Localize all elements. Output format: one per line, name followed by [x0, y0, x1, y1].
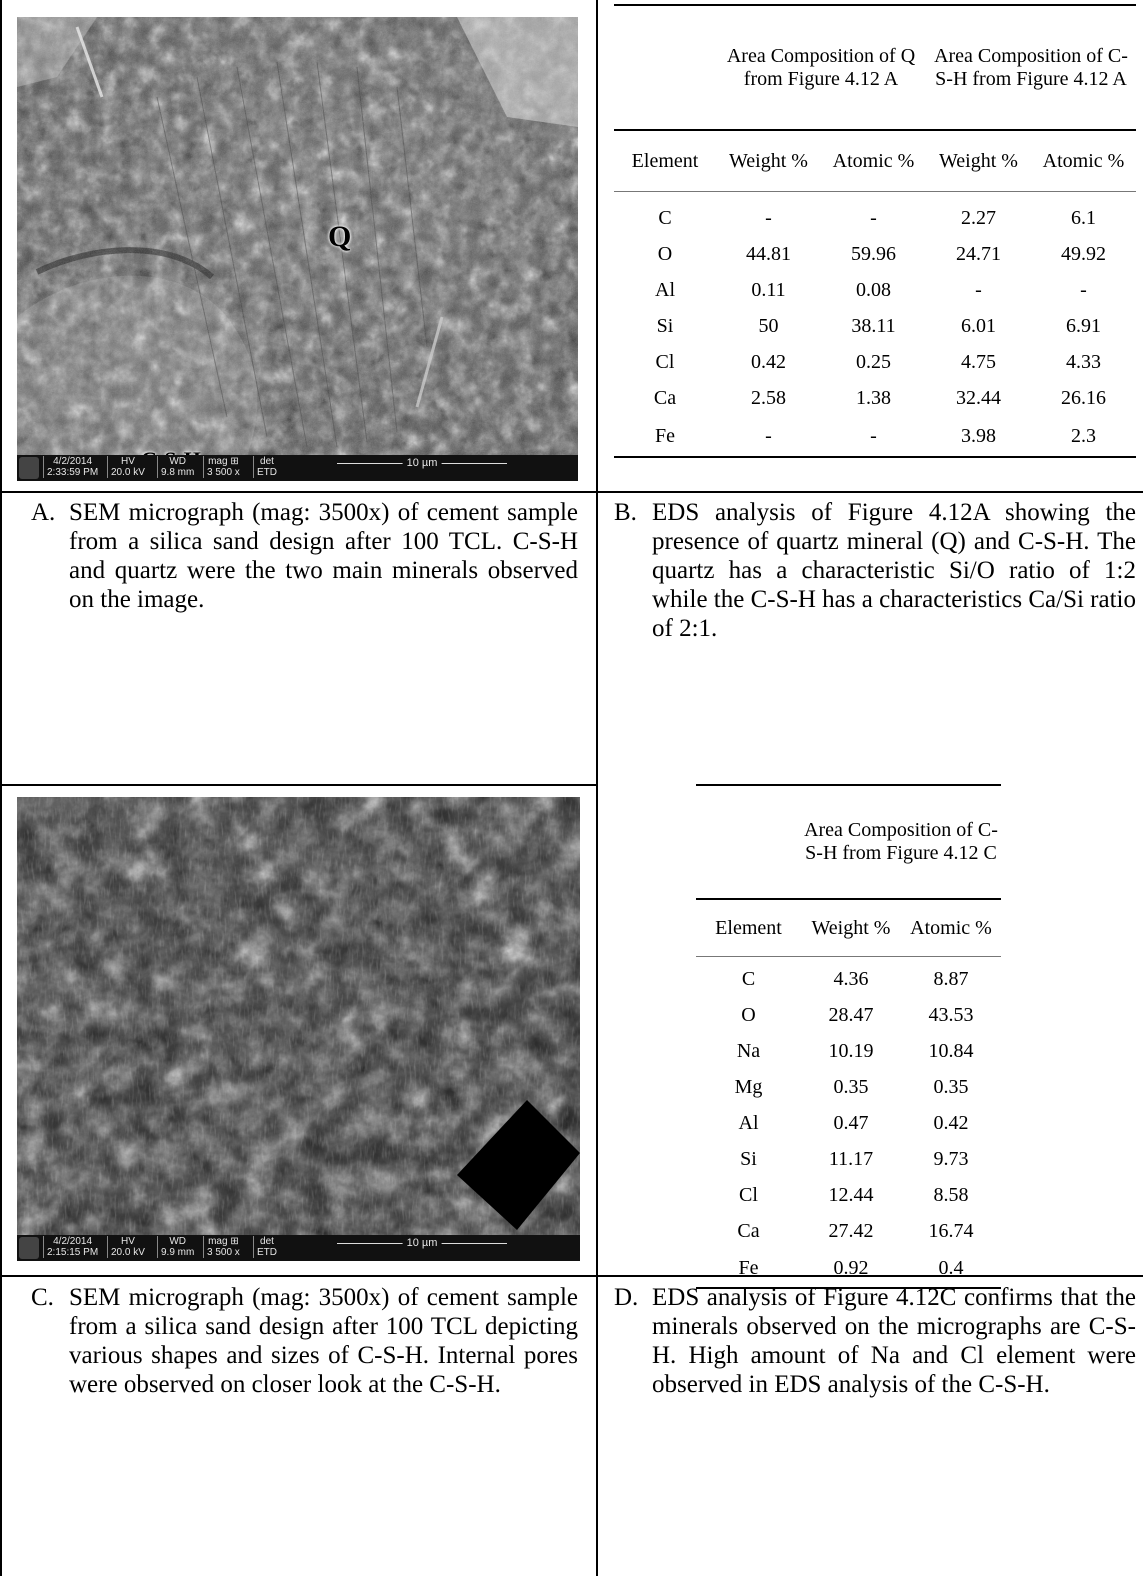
sem-micrograph-c: 4/2/2014 2:15:15 PM HV 20.0 kV WD 9.9 mm ma… — [17, 797, 580, 1261]
col-header-element: Element — [614, 129, 716, 192]
table-row: Cl 0.42 0.25 4.75 4.33 — [655, 350, 1101, 373]
fei-logo-icon — [19, 457, 39, 479]
col-header-atomic: Atomic % — [821, 129, 926, 192]
table-row: C - -2.27 6.1 — [658, 206, 1096, 229]
databar-datetime: 4/2/2014 2:15:15 PM — [43, 1236, 101, 1258]
table-row: C 4.36 8.87 — [741, 967, 969, 990]
caption-letter: C. — [31, 1284, 54, 1311]
grid-row-divider-2 — [0, 784, 596, 786]
sem-label-quartz: Q — [328, 220, 352, 253]
grid-row-divider-1 — [0, 491, 596, 493]
databar-wd: WD 9.8 mm — [157, 456, 197, 478]
caption-letter: A. — [31, 499, 56, 526]
col-header-weight: Weight % — [801, 898, 901, 957]
sem-image-a-texture — [17, 17, 578, 481]
col-header-weight: Weight % — [716, 129, 821, 192]
scale-bar: 10 µm — [337, 457, 507, 469]
databar-wd: WD 9.9 mm — [157, 1236, 197, 1258]
col-header-atomic: Atomic % — [901, 898, 1001, 957]
table-row: Mg 0.35 0.35 — [734, 1075, 969, 1098]
caption-c: C. SEM micrograph (mag: 3500x) of cement… — [31, 1283, 578, 1399]
databar-det: det ETD — [253, 1236, 280, 1258]
sem-databar-a: 4/2/2014 2:33:59 PM HV 20.0 kV WD 9.8 mm ma… — [17, 455, 578, 481]
databar-hv: HV 20.0 kV — [107, 1236, 148, 1258]
databar-det: det ETD — [253, 456, 280, 478]
table-row: Si 50 38.11 6.01 6.91 — [656, 314, 1101, 337]
eds-table-d: Area Composition of C-S-H from Figure 4.… — [696, 784, 1001, 1289]
table-row: Na 10.19 10.84 — [736, 1039, 974, 1062]
table-row: Si 11.17 9.73 — [740, 1147, 969, 1170]
caption-b: B. EDS analysis of Figure 4.12A showing … — [614, 498, 1136, 643]
caption-text: EDS analysis of Figure 4.12C confirms th… — [652, 1284, 1136, 1398]
grid-row-divider-3 — [0, 1275, 596, 1277]
databar-mag: mag ⊞ 3 500 x — [203, 456, 243, 478]
caption-d: D. EDS analysis of Figure 4.12C confirms… — [614, 1283, 1136, 1399]
sem-databar-c: 4/2/2014 2:15:15 PM HV 20.0 kV WD 9.9 mm ma… — [17, 1235, 580, 1261]
caption-text: SEM micrograph (mag: 3500x) of cement sa… — [69, 1284, 578, 1398]
table-row: Cl 12.44 8.58 — [739, 1183, 969, 1206]
grid-left-border — [0, 0, 2, 1576]
redacted-block — [457, 1100, 580, 1230]
caption-letter: B. — [614, 499, 637, 526]
grid-row-divider-1b — [596, 491, 1143, 493]
table-row: Fe - -3.98 2.3 — [614, 416, 1136, 458]
eds-table-b: Area Composition of Q from Figure 4.12 A… — [614, 4, 1136, 458]
databar-datetime: 4/2/2014 2:33:59 PM — [43, 456, 101, 478]
grid-center-divider — [596, 0, 598, 1576]
col-header-weight: Weight % — [926, 129, 1031, 192]
group-header-q: Area Composition of Q from Figure 4.12 A — [726, 44, 916, 90]
caption-text: EDS analysis of Figure 4.12A showing the… — [652, 499, 1136, 642]
scale-bar: 10 µm — [337, 1237, 507, 1249]
table-row: Ca 2.58 1.38 32.44 26.16 — [653, 386, 1106, 409]
table-row: Al 0.47 0.42 — [738, 1111, 969, 1134]
databar-mag: mag ⊞ 3 500 x — [203, 1236, 243, 1258]
sem-image-c-texture — [17, 797, 580, 1261]
col-header-atomic: Atomic % — [1031, 129, 1136, 192]
group-header-csh: Area Composition of C-S-H from Figure 4.… — [804, 819, 998, 864]
table-row: Al 0.11 0.08- - — [655, 278, 1087, 301]
caption-text: SEM micrograph (mag: 3500x) of cement sa… — [69, 499, 578, 613]
fei-logo-icon — [19, 1237, 39, 1259]
table-row: Fe 0.92 0.4 — [696, 1249, 1001, 1289]
col-header-element: Element — [696, 898, 801, 957]
table-row: O 28.47 43.53 — [741, 1003, 974, 1026]
caption-letter: D. — [614, 1284, 639, 1311]
table-row: Ca 27.42 16.74 — [737, 1219, 974, 1242]
databar-hv: HV 20.0 kV — [107, 456, 148, 478]
table-row: O 44.81 59.96 24.71 49.92 — [657, 242, 1106, 265]
caption-a: A. SEM micrograph (mag: 3500x) of cement… — [31, 498, 578, 614]
group-header-csh: Area Composition of C-S-H from Figure 4.… — [934, 44, 1128, 90]
